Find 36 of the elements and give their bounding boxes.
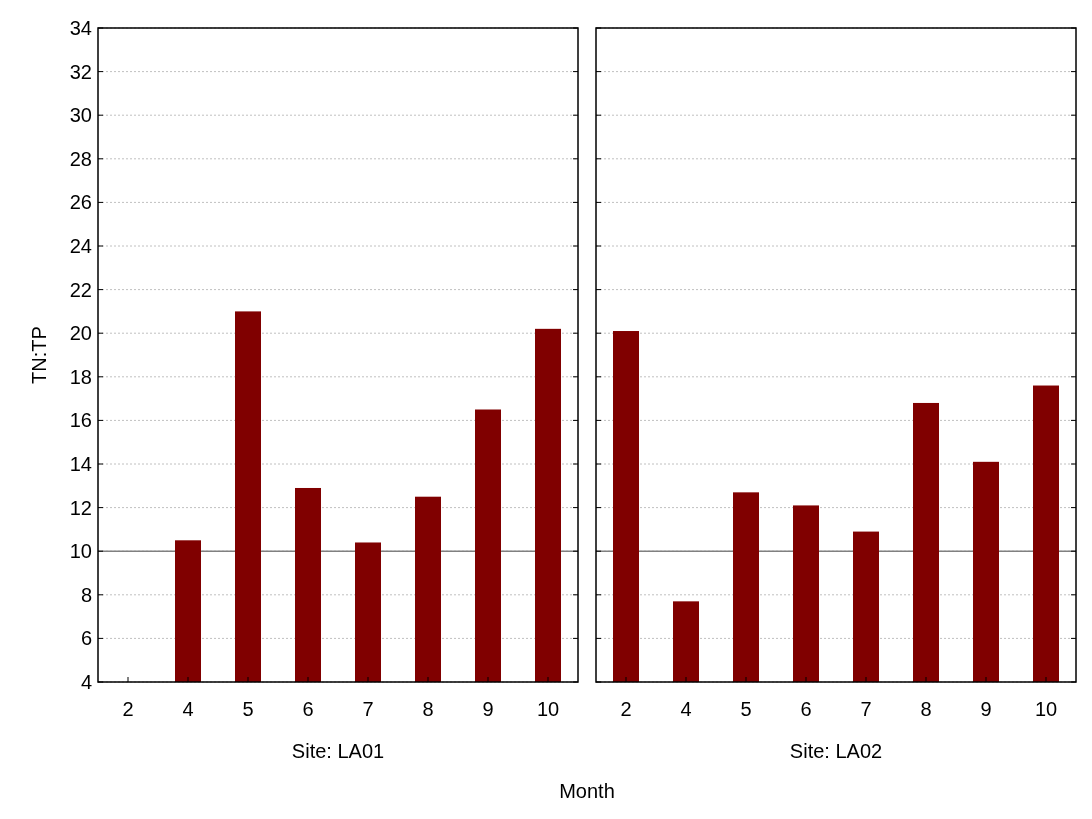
x-tick-label: 4 <box>680 698 692 720</box>
x-tick-label: 6 <box>800 698 812 720</box>
x-tick-label: 8 <box>920 698 932 720</box>
text: Month <box>559 780 615 802</box>
y-tick-label: 30 <box>69 104 92 127</box>
x-tick-label: 2 <box>620 698 632 720</box>
x-tick-label: 4 <box>182 698 194 720</box>
y-tick-label: 8 <box>80 583 92 606</box>
x-tick-label: 10 <box>536 698 560 720</box>
y-tick-label: 28 <box>69 147 92 170</box>
x-tick-label: 9 <box>980 698 992 720</box>
y-tick-label: 32 <box>69 60 92 83</box>
y-tick-label: 12 <box>69 496 92 519</box>
y-tick-label: 14 <box>69 453 92 475</box>
x-tick-label: 9 <box>482 698 494 720</box>
x-axis-title: Site: LA02 <box>789 740 883 762</box>
y-tick-label: 16 <box>69 409 92 432</box>
y-tick-label: 4 <box>80 671 92 693</box>
y-tick-label: 22 <box>69 278 92 301</box>
y-tick-label: 24 <box>69 235 92 257</box>
x-axis-title: Site: LA01 <box>291 740 385 762</box>
x-tick-label: 8 <box>422 698 434 720</box>
y-tick-label: 34 <box>69 17 92 39</box>
y-tick-label: 20 <box>69 322 92 345</box>
x-tick-label: 10 <box>1034 698 1058 720</box>
x-tick-label: 5 <box>242 698 254 720</box>
x-tick-label: 5 <box>740 698 752 720</box>
y-tick-label: 10 <box>69 540 92 563</box>
y-tick-label: 6 <box>80 627 92 650</box>
x-tick-label: 2 <box>122 698 134 720</box>
x-tick-label: 7 <box>860 698 872 720</box>
x-tick-label: 7 <box>362 698 374 720</box>
y-axis-title: TN:TP <box>28 326 50 384</box>
y-tick-label: 26 <box>69 191 92 214</box>
y-tick-label: 18 <box>69 365 92 388</box>
x-tick-label: 6 <box>302 698 314 720</box>
